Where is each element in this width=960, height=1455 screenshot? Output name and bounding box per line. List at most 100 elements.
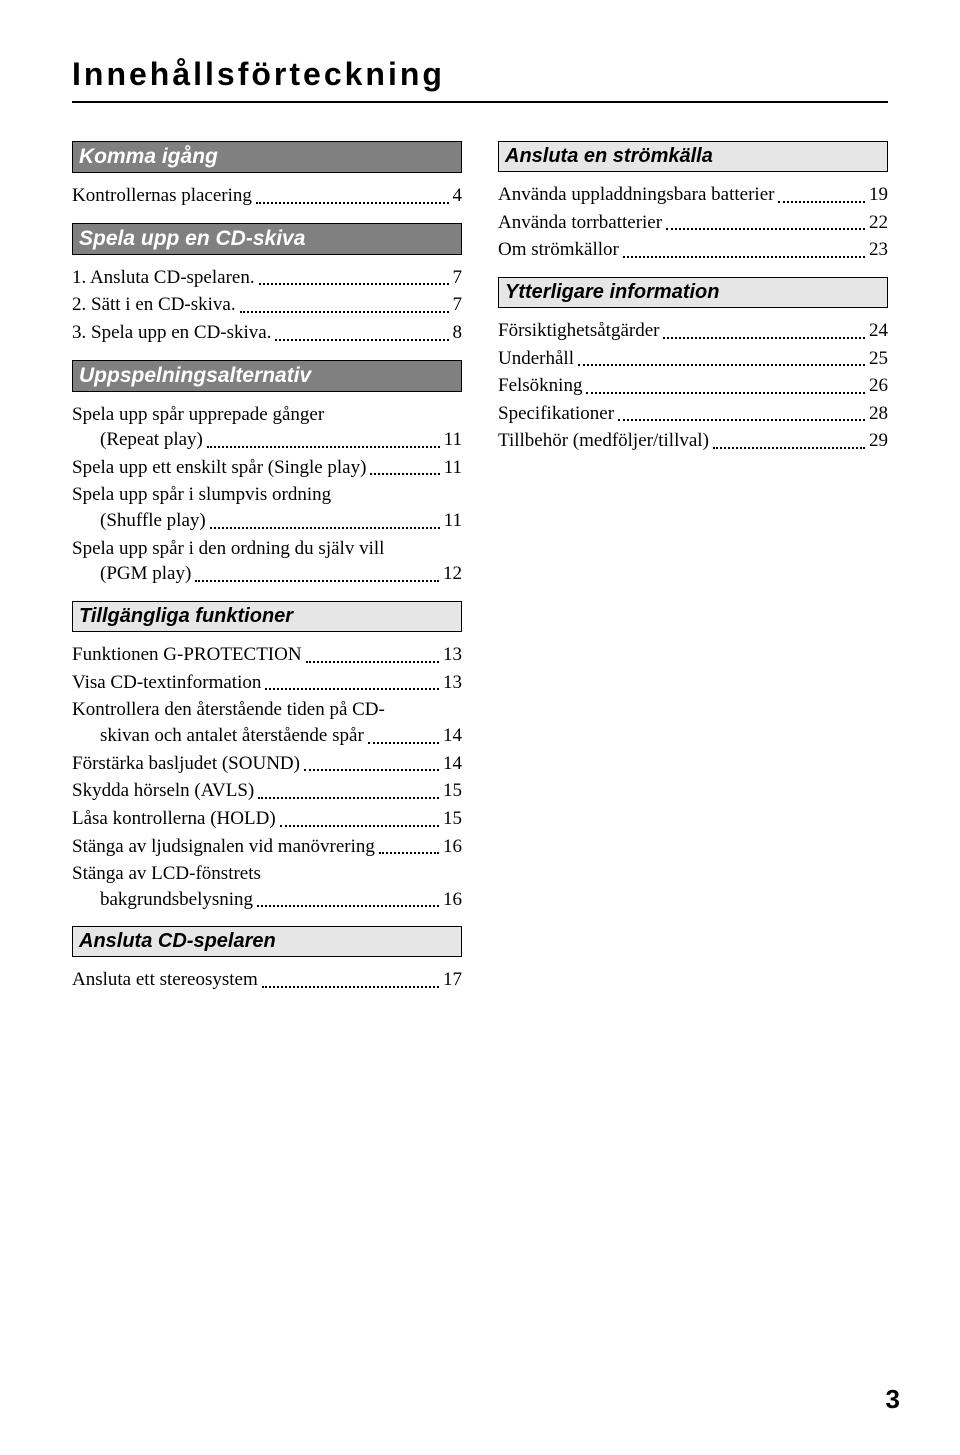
- toc-entry: Försiktighetsåtgärder 24: [498, 318, 888, 344]
- toc-dots: [306, 661, 439, 663]
- toc-label: Kontrollernas placering: [72, 183, 252, 209]
- toc-dots: [713, 447, 865, 449]
- toc-page: 15: [443, 806, 462, 832]
- toc-label: Om strömkällor: [498, 237, 619, 263]
- toc-label-line2: (PGM play): [72, 561, 191, 587]
- toc-dots: [663, 337, 865, 339]
- toc-page: 11: [444, 427, 462, 453]
- toc-dots: [280, 825, 439, 827]
- toc-dots: [618, 419, 865, 421]
- toc-label-line1: Spela upp spår upprepade gånger: [72, 402, 462, 428]
- toc-label: Tillbehör (medföljer/tillval): [498, 428, 709, 454]
- toc-entry: Använda torrbatterier 22: [498, 210, 888, 236]
- toc-entry: Förstärka basljudet (SOUND) 14: [72, 751, 462, 777]
- toc-label: Felsökning: [498, 373, 582, 399]
- toc-label: 1. Ansluta CD-spelaren.: [72, 265, 255, 291]
- toc-entry: Felsökning 26: [498, 373, 888, 399]
- toc-label: Använda uppladdningsbara batterier: [498, 182, 774, 208]
- page-container: Innehållsförteckning Komma igång Kontrol…: [0, 0, 960, 1035]
- toc-label-line1: Spela upp spår i den ordning du själv vi…: [72, 536, 462, 562]
- toc-dots: [259, 283, 449, 285]
- toc-dots: [195, 580, 439, 582]
- section-header-tillgangliga: Tillgängliga funktioner: [72, 601, 462, 632]
- toc-label: Förstärka basljudet (SOUND): [72, 751, 300, 777]
- toc-entry-multiline: Spela upp spår i slumpvis ordning (Shuff…: [72, 482, 462, 533]
- toc-page: 4: [453, 183, 463, 209]
- toc-label: Visa CD-textinformation: [72, 670, 261, 696]
- toc-dots: [370, 473, 439, 475]
- section-header-ansluta-strom: Ansluta en strömkälla: [498, 141, 888, 172]
- left-column: Komma igång Kontrollernas placering 4 Sp…: [72, 127, 462, 995]
- toc-page: 11: [444, 455, 462, 481]
- toc-label-line2: skivan och antalet återstående spår: [72, 723, 364, 749]
- toc-dots: [586, 392, 865, 394]
- toc-dots: [275, 339, 448, 341]
- toc-entry: Funktionen G-PROTECTION 13: [72, 642, 462, 668]
- toc-label: Skydda hörseln (AVLS): [72, 778, 254, 804]
- toc-entry-multiline: Stänga av LCD-fönstrets bakgrundsbelysni…: [72, 861, 462, 912]
- columns: Komma igång Kontrollernas placering 4 Sp…: [72, 127, 888, 995]
- toc-entry-multiline: Kontrollera den återstående tiden på CD-…: [72, 697, 462, 748]
- toc-dots: [368, 742, 439, 744]
- toc-entry: Specifikationer 28: [498, 401, 888, 427]
- main-title: Innehållsförteckning: [72, 56, 888, 103]
- toc-label: Försiktighetsåtgärder: [498, 318, 659, 344]
- toc-entry: Tillbehör (medföljer/tillval) 29: [498, 428, 888, 454]
- toc-label-line1: Stänga av LCD-fönstrets: [72, 861, 462, 887]
- toc-dots: [623, 256, 865, 258]
- section-header-uppspelning: Uppspelningsalternativ: [72, 360, 462, 392]
- section-header-komma-igang: Komma igång: [72, 141, 462, 173]
- toc-entry: Skydda hörseln (AVLS) 15: [72, 778, 462, 804]
- toc-page: 24: [869, 318, 888, 344]
- toc-page: 7: [453, 292, 463, 318]
- toc-dots: [210, 527, 440, 529]
- toc-page: 13: [443, 642, 462, 668]
- toc-entry: Underhåll 25: [498, 346, 888, 372]
- toc-label: 3. Spela upp en CD-skiva.: [72, 320, 271, 346]
- toc-entry: 2. Sätt i en CD-skiva. 7: [72, 292, 462, 318]
- right-column: Ansluta en strömkälla Använda uppladdnin…: [498, 127, 888, 995]
- toc-dots: [262, 986, 439, 988]
- toc-entry: Spela upp ett enskilt spår (Single play)…: [72, 455, 462, 481]
- toc-page: 19: [869, 182, 888, 208]
- toc-dots: [578, 364, 865, 366]
- toc-label-line1: Spela upp spår i slumpvis ordning: [72, 482, 462, 508]
- toc-page: 14: [443, 723, 462, 749]
- toc-entry: Om strömkällor 23: [498, 237, 888, 263]
- toc-entry: 3. Spela upp en CD-skiva. 8: [72, 320, 462, 346]
- toc-entry: Kontrollernas placering 4: [72, 183, 462, 209]
- toc-page: 12: [443, 561, 462, 587]
- section-header-ansluta-spelaren: Ansluta CD-spelaren: [72, 926, 462, 957]
- toc-dots: [778, 201, 865, 203]
- toc-dots: [666, 228, 865, 230]
- toc-label: Ansluta ett stereosystem: [72, 967, 258, 993]
- toc-label: Använda torrbatterier: [498, 210, 662, 236]
- section-header-spela-upp: Spela upp en CD-skiva: [72, 223, 462, 255]
- toc-entry: Stänga av ljudsignalen vid manövrering 1…: [72, 834, 462, 860]
- toc-label: Underhåll: [498, 346, 574, 372]
- toc-label-line1: Kontrollera den återstående tiden på CD-: [72, 697, 462, 723]
- toc-entry: Visa CD-textinformation 13: [72, 670, 462, 696]
- toc-label: Spela upp ett enskilt spår (Single play): [72, 455, 366, 481]
- toc-label-line2: bakgrundsbelysning: [72, 887, 253, 913]
- toc-dots: [379, 852, 439, 854]
- toc-label: 2. Sätt i en CD-skiva.: [72, 292, 236, 318]
- toc-dots: [240, 311, 449, 313]
- toc-dots: [256, 202, 449, 204]
- toc-page: 23: [869, 237, 888, 263]
- toc-entry: Använda uppladdningsbara batterier 19: [498, 182, 888, 208]
- toc-page: 15: [443, 778, 462, 804]
- toc-page: 16: [443, 887, 462, 913]
- page-number: 3: [886, 1384, 900, 1415]
- toc-label: Stänga av ljudsignalen vid manövrering: [72, 834, 375, 860]
- toc-page: 13: [443, 670, 462, 696]
- toc-entry: Låsa kontrollerna (HOLD) 15: [72, 806, 462, 832]
- toc-label: Låsa kontrollerna (HOLD): [72, 806, 276, 832]
- toc-dots: [304, 769, 439, 771]
- toc-label: Funktionen G-PROTECTION: [72, 642, 302, 668]
- toc-label-line2: (Shuffle play): [72, 508, 206, 534]
- toc-page: 28: [869, 401, 888, 427]
- toc-page: 29: [869, 428, 888, 454]
- toc-page: 16: [443, 834, 462, 860]
- toc-page: 25: [869, 346, 888, 372]
